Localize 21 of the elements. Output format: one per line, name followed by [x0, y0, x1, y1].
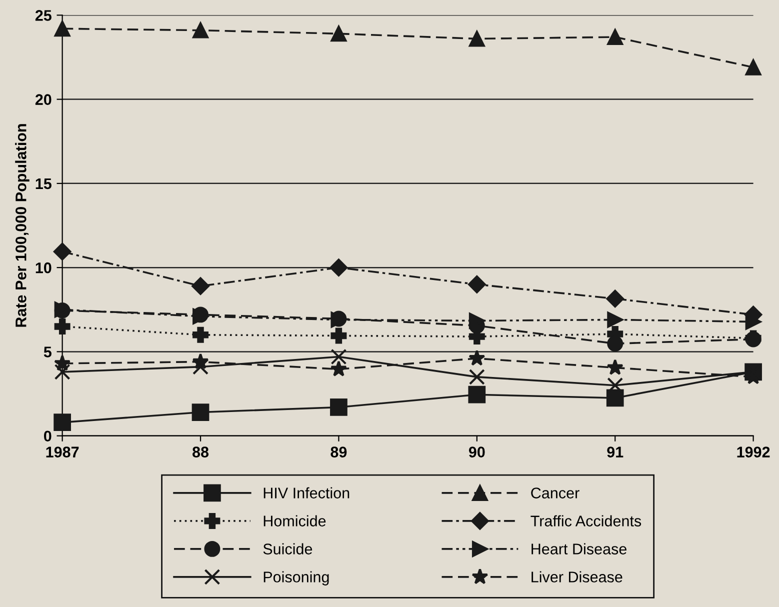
y-axis-title: Rate Per 100,000 Population — [15, 124, 30, 327]
legend-label: Suicide — [263, 543, 312, 554]
x-tick-label: 88 — [192, 446, 209, 458]
y-tick-label: 25 — [35, 10, 52, 21]
x-tick-label: 89 — [330, 446, 347, 458]
x-tick-label: 1992 — [737, 446, 770, 458]
y-tick-label: 15 — [36, 178, 52, 190]
x-tick-label: 90 — [468, 446, 485, 458]
legend-label: Cancer — [531, 488, 580, 498]
y-tick-label: 10 — [36, 262, 52, 274]
y-tick-label: 20 — [35, 94, 52, 105]
y-tick-label: 0 — [44, 430, 52, 442]
x-tick-label: 91 — [607, 446, 624, 458]
legend-label: Traffic Accidents — [530, 515, 642, 526]
legend-label: Liver Disease — [532, 571, 622, 582]
legend-label: Heart Disease — [532, 543, 626, 554]
legend-label: Homicide — [264, 515, 326, 526]
legend-label: Poisoning — [264, 571, 329, 586]
legend-label: HIV Infection — [264, 487, 350, 498]
y-tick-label: 5 — [44, 346, 52, 358]
x-tick-label: 1987 — [46, 446, 79, 458]
